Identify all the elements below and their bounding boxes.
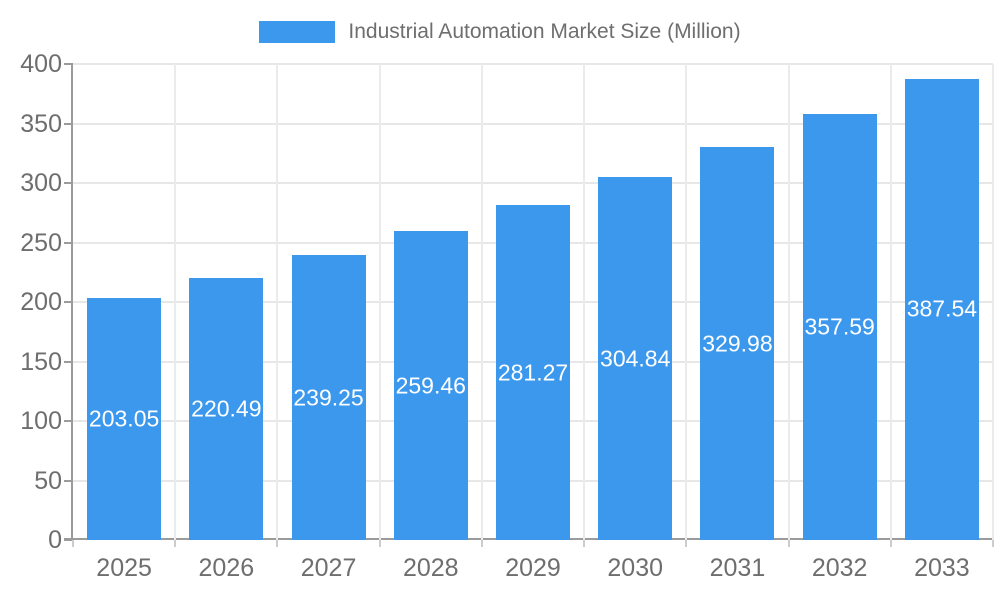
y-axis-tick-label: 250 bbox=[20, 228, 62, 257]
x-axis-tick-label: 2026 bbox=[198, 554, 255, 582]
bar-value-label: 387.54 bbox=[906, 295, 978, 322]
x-axis-tick-label: 2025 bbox=[96, 554, 152, 582]
y-axis-tick-label: 150 bbox=[20, 347, 62, 376]
bar-2028[interactable] bbox=[393, 231, 468, 540]
x-tick-mark bbox=[174, 540, 177, 547]
x-axis-tick-label: 2030 bbox=[607, 554, 664, 582]
bar-value-label: 357.59 bbox=[804, 313, 875, 340]
plot-area: 203.05 220.49 239.25 259.46 281.27 304.84 329.… bbox=[73, 63, 994, 540]
v-gridline bbox=[378, 64, 381, 540]
x-axis-tick-label: 2032 bbox=[811, 554, 868, 582]
bar-2032[interactable] bbox=[802, 114, 877, 540]
x-tick-mark bbox=[480, 540, 483, 547]
bar-2033[interactable] bbox=[904, 78, 979, 540]
h-gridline bbox=[73, 63, 993, 65]
y-tick-mark bbox=[64, 182, 73, 184]
x-tick-mark bbox=[72, 540, 74, 547]
v-gridline bbox=[889, 64, 892, 540]
y-axis-tick-label: 350 bbox=[20, 109, 62, 138]
y-tick-mark bbox=[64, 63, 73, 65]
legend-label: Industrial Automation Market Size (Milli… bbox=[348, 20, 741, 43]
bar-value-label: 281.27 bbox=[497, 359, 569, 386]
bar-2027[interactable] bbox=[291, 255, 366, 540]
x-tick-mark bbox=[889, 540, 892, 547]
y-axis-tick-label: 400 bbox=[20, 50, 62, 78]
legend[interactable]: Industrial Automation Market Size (Milli… bbox=[0, 20, 1000, 44]
y-tick-mark bbox=[64, 539, 73, 541]
x-tick-mark bbox=[583, 540, 586, 547]
legend-swatch-icon bbox=[259, 21, 336, 43]
h-gridline bbox=[73, 182, 993, 184]
y-tick-mark bbox=[64, 241, 73, 244]
bar-value-label: 259.46 bbox=[395, 372, 466, 399]
x-tick-mark bbox=[992, 540, 994, 547]
v-gridline bbox=[685, 64, 688, 540]
v-gridline bbox=[787, 64, 790, 540]
x-axis-tick-label: 2029 bbox=[505, 554, 561, 582]
bar-2031[interactable] bbox=[700, 147, 775, 540]
x-axis-tick-label: 2031 bbox=[709, 554, 766, 582]
x-tick-mark bbox=[378, 540, 381, 547]
v-gridline bbox=[583, 64, 586, 540]
y-tick-mark bbox=[64, 360, 73, 363]
y-axis-tick-label: 50 bbox=[34, 466, 62, 495]
y-axis-tick-label: 300 bbox=[20, 169, 62, 197]
v-gridline bbox=[480, 64, 483, 540]
x-tick-mark bbox=[276, 540, 279, 547]
x-axis-tick-label: 2028 bbox=[402, 554, 459, 582]
y-axis-tick-label: 0 bbox=[48, 526, 62, 554]
x-tick-mark bbox=[787, 540, 790, 547]
bar-2026[interactable] bbox=[189, 277, 264, 540]
y-tick-mark bbox=[64, 122, 73, 125]
y-tick-mark bbox=[64, 301, 73, 303]
v-gridline bbox=[174, 64, 177, 540]
bar-value-label: 203.05 bbox=[88, 405, 160, 432]
x-axis-tick-label: 2033 bbox=[914, 554, 970, 582]
bar-2030[interactable] bbox=[598, 177, 673, 540]
x-tick-mark bbox=[685, 540, 688, 547]
x-axis-tick-label: 2027 bbox=[300, 554, 357, 582]
bar-2025[interactable] bbox=[87, 298, 162, 540]
bar-value-label: 304.84 bbox=[600, 345, 671, 372]
bar-2029[interactable] bbox=[496, 205, 570, 540]
bar-value-label: 329.98 bbox=[702, 330, 773, 357]
h-gridline bbox=[73, 122, 993, 125]
bar-value-label: 239.25 bbox=[293, 384, 364, 411]
bar-value-label: 220.49 bbox=[191, 395, 262, 422]
v-gridline bbox=[276, 64, 279, 540]
y-tick-mark bbox=[64, 479, 73, 482]
y-tick-mark bbox=[64, 420, 73, 422]
y-axis-tick-label: 100 bbox=[20, 407, 62, 435]
y-axis-tick-label: 200 bbox=[20, 288, 62, 316]
v-gridline bbox=[992, 64, 994, 540]
